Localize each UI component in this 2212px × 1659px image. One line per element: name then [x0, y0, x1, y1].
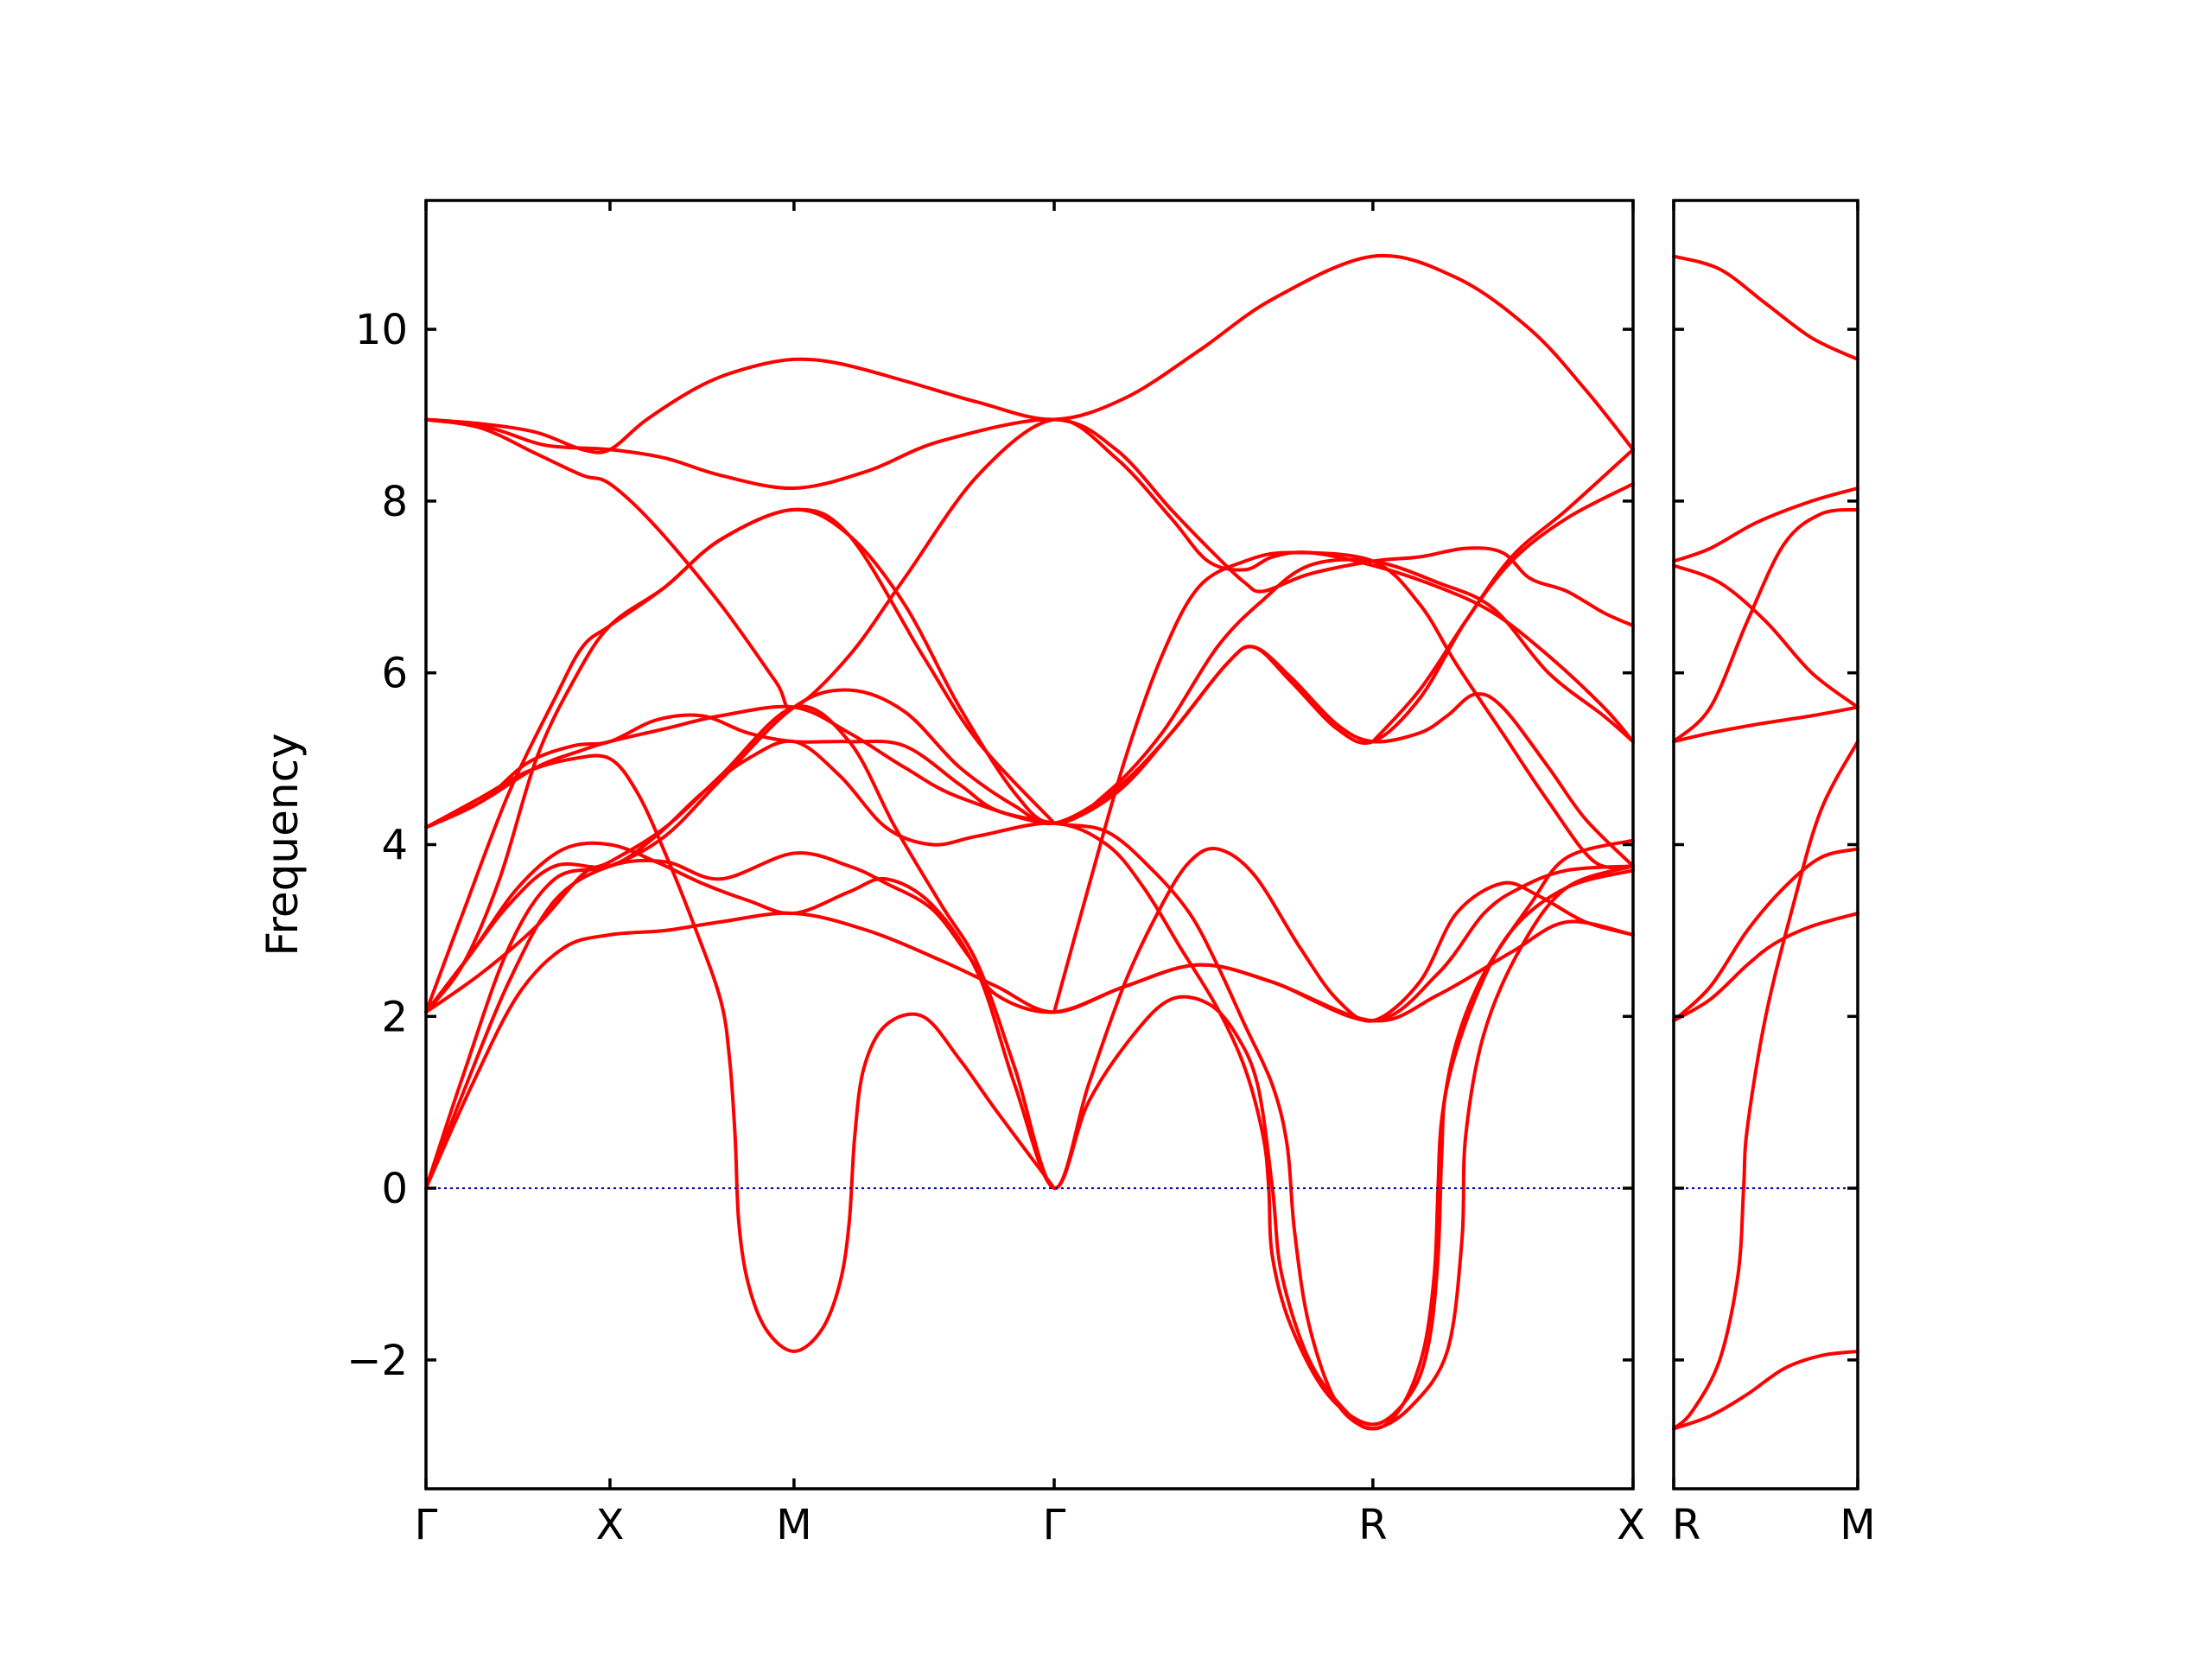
- r-m-x-tick-label-2: M: [1840, 1501, 1875, 1549]
- main-band-11: [424, 841, 1635, 1431]
- y-tick-label-6: 8: [381, 478, 408, 526]
- main-band-16: [1370, 448, 1635, 744]
- r-m-band-6: [1672, 847, 1859, 1023]
- main-band-8: [424, 713, 1635, 1431]
- main-band-7: [424, 864, 1635, 1191]
- main-band-6: [424, 851, 1635, 1191]
- y-tick-label-3: 2: [381, 993, 408, 1041]
- main-x-tick-label-1: Γ: [415, 1501, 438, 1549]
- main-band-15: [1052, 550, 1635, 1014]
- r-m-band-5: [1672, 507, 1859, 744]
- main-band-1: [424, 253, 1635, 454]
- main-band-2: [424, 417, 1635, 628]
- main-x-tick-label-6: X: [1617, 1501, 1645, 1549]
- main-x-tick-label-4: Γ: [1043, 1501, 1066, 1549]
- r-m-x-tick-label-1: R: [1672, 1501, 1700, 1549]
- r-m-band-9: [1672, 1349, 1859, 1431]
- r-m-band-7: [1672, 912, 1859, 1023]
- r-m-band-3: [1672, 563, 1859, 709]
- r-m-band-2: [1672, 486, 1859, 563]
- y-axis-title: Frequency: [257, 733, 308, 956]
- r-m-band-8: [1672, 740, 1859, 1431]
- main-x-tick-label-5: R: [1358, 1501, 1387, 1549]
- r-m-plot-frame: [1672, 199, 1859, 1491]
- r-m-band-4: [1672, 705, 1859, 744]
- y-tick-label-4: 4: [381, 822, 408, 870]
- r-m-band-1: [1672, 254, 1859, 361]
- y-tick-label-2: 0: [381, 1165, 408, 1213]
- main-band-12: [424, 704, 1635, 1191]
- y-tick-label-1: −2: [346, 1337, 408, 1385]
- main-band-13: [424, 557, 1635, 830]
- r-m-band-lines: [1672, 254, 1859, 1431]
- main-x-tick-label-3: M: [776, 1501, 811, 1549]
- y-tick-label-7: 10: [355, 306, 408, 354]
- main-band-14: [424, 507, 1057, 1014]
- main-band-3: [424, 417, 1635, 744]
- y-tick-labels: −2 0 2 4 6 8 10: [346, 306, 408, 1385]
- main-band-lines: [424, 253, 1635, 1431]
- main-band-9: [424, 753, 1057, 1353]
- main-x-tick-label-2: X: [596, 1501, 625, 1549]
- y-tick-label-5: 6: [381, 650, 408, 698]
